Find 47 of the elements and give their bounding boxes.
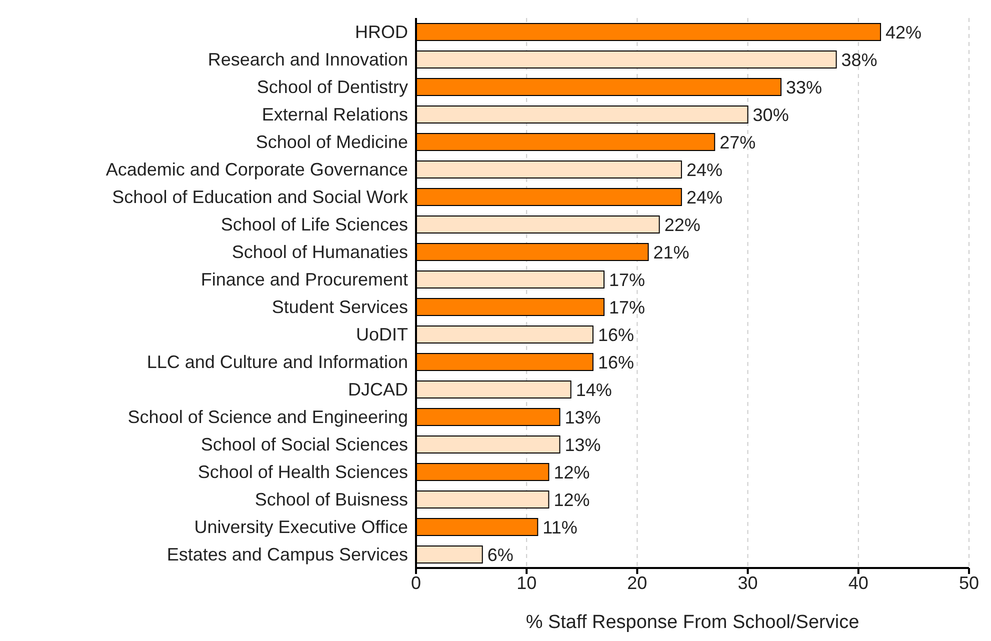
y-tick-label: School of Humanaties bbox=[232, 242, 408, 262]
y-tick-label: School of Dentistry bbox=[256, 77, 408, 98]
data-label: 16% bbox=[598, 324, 634, 345]
data-label: 24% bbox=[686, 187, 722, 208]
data-label: 12% bbox=[554, 462, 590, 482]
data-label: 33% bbox=[786, 77, 822, 98]
data-label: 14% bbox=[576, 380, 612, 400]
y-tick-label: Student Services bbox=[272, 297, 408, 318]
data-label: 30% bbox=[752, 104, 789, 125]
data-label: 16% bbox=[598, 352, 634, 372]
y-tick-label: Finance and Procurement bbox=[200, 270, 408, 290]
data-label: 42% bbox=[886, 22, 922, 42]
y-tick-label: School of Science and Engineering bbox=[128, 407, 408, 428]
y-tick-label: Research and Innovation bbox=[208, 50, 408, 70]
y-tick-label: School of Social Sciences bbox=[200, 434, 408, 455]
x-tick-label: 30 bbox=[738, 572, 758, 593]
y-tick-label: External Relations bbox=[262, 104, 408, 125]
x-tick-label: 40 bbox=[848, 572, 868, 593]
x-axis-title: % Staff Response From School/Service bbox=[526, 612, 860, 633]
y-tick-label: Academic and Corporate Governance bbox=[106, 160, 408, 180]
data-label: 24% bbox=[686, 160, 722, 180]
data-label: 11% bbox=[542, 517, 578, 538]
data-label: 22% bbox=[664, 214, 700, 235]
x-tick-label: 10 bbox=[516, 572, 537, 593]
x-tick-label: 50 bbox=[958, 572, 980, 593]
data-label: 21% bbox=[653, 242, 690, 262]
y-tick-label: School of Life Sciences bbox=[220, 214, 408, 235]
y-tick-label: HROD bbox=[355, 22, 408, 42]
data-label: 6% bbox=[487, 544, 514, 565]
data-label: 13% bbox=[564, 434, 601, 455]
data-label: 12% bbox=[554, 490, 590, 510]
data-label: 13% bbox=[564, 407, 601, 428]
x-tick-label: 20 bbox=[627, 572, 648, 593]
data-label: 27% bbox=[720, 132, 756, 152]
y-tick-label: School of Buisness bbox=[254, 490, 408, 510]
data-label: 38% bbox=[841, 50, 878, 70]
y-tick-label: School of Health Sciences bbox=[198, 462, 408, 482]
data-label: 17% bbox=[609, 270, 646, 290]
y-tick-label: School of Education and Social Work bbox=[112, 187, 409, 208]
y-tick-label: School of Medicine bbox=[256, 132, 408, 152]
y-tick-label: DJCAD bbox=[348, 380, 408, 400]
data-label: 17% bbox=[609, 297, 646, 318]
y-tick-label: Estates and Campus Services bbox=[166, 544, 408, 565]
y-tick-label: University Executive Office bbox=[194, 517, 408, 538]
x-tick-label: 0 bbox=[410, 572, 422, 593]
y-tick-label: UoDIT bbox=[356, 324, 408, 345]
y-tick-label: LLC and Culture and Information bbox=[146, 352, 408, 372]
